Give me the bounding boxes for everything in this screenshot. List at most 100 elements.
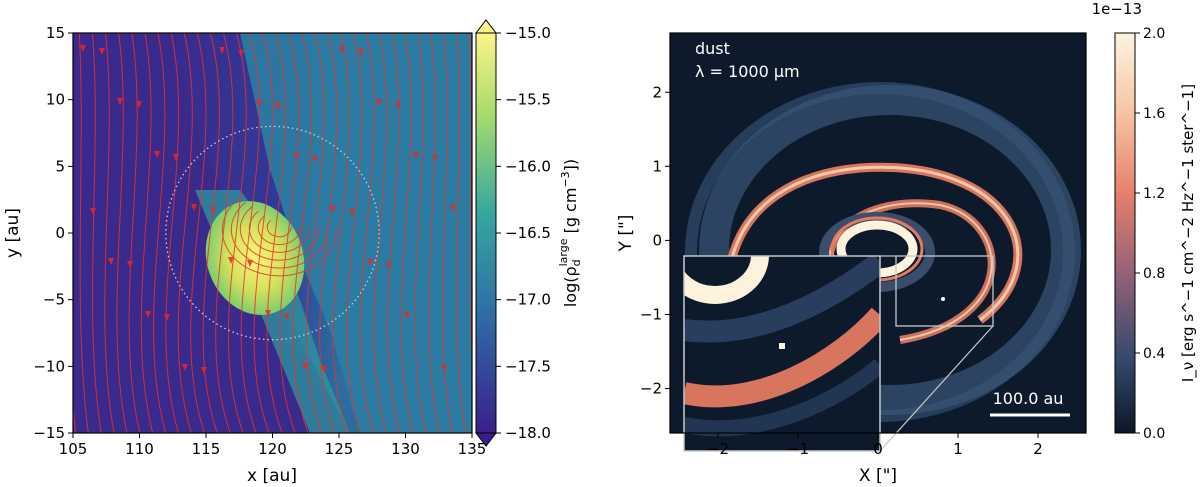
streamline-arrow — [210, 207, 216, 214]
streamline-arrow — [386, 262, 392, 269]
companion-source — [941, 297, 945, 301]
streamline — [292, 33, 312, 433]
left-x-label: x [au] — [247, 466, 297, 486]
streamline — [400, 33, 414, 433]
y-tick-label: −10 — [33, 357, 65, 375]
streamline — [428, 33, 440, 433]
outer-disk — [699, 85, 1081, 415]
streamline-arrow — [90, 208, 96, 215]
streamline-arrow — [404, 312, 410, 319]
inset-frame — [683, 255, 881, 452]
colorbar-tick-label: 1.2 — [1143, 186, 1165, 202]
streamline — [165, 33, 180, 433]
inset-arm-halo-lower — [684, 358, 880, 437]
dotted-circle — [165, 125, 380, 341]
streamline-arrow — [164, 314, 170, 321]
colorbar-tick-label: −15.5 — [505, 91, 551, 109]
left-y-ticks: 15 10 5 0 −5 −10 −15 — [33, 24, 73, 442]
annotation-dust: dust — [695, 39, 730, 58]
inset-arm — [684, 307, 880, 408]
right-y-label: Y ["] — [616, 215, 636, 253]
colorbar-tick-label: −18.0 — [505, 424, 551, 442]
colorbar-tick-label: 0.8 — [1143, 266, 1165, 282]
streamline-arrow — [256, 100, 262, 107]
streamline — [414, 33, 427, 433]
right-x-ticks: −2 −1 0 1 2 — [707, 433, 1043, 458]
streamline-arrow — [228, 257, 234, 264]
streamline-arrow — [117, 98, 123, 105]
streamline-swirl — [230, 201, 328, 269]
streamline-arrow — [154, 151, 160, 158]
streamline — [153, 33, 167, 433]
inset-companion — [779, 343, 785, 349]
streamline-arrow — [293, 153, 299, 160]
streamline — [177, 33, 193, 433]
x-tick-label: −1 — [787, 440, 809, 458]
streamline — [253, 33, 274, 433]
streamline-arrow — [330, 206, 336, 213]
y-tick-label: −2 — [640, 380, 662, 398]
streamline — [332, 33, 350, 433]
x-tick-label: 2 — [1033, 440, 1043, 458]
y-tick-label: −5 — [43, 291, 65, 309]
streamline-arrow — [349, 209, 355, 216]
colorbar-tick-label: 0.4 — [1143, 346, 1165, 362]
streamline-arrow — [173, 154, 179, 161]
colorbar-tick-label: 1.6 — [1143, 106, 1165, 122]
streamline-arrow — [145, 311, 151, 318]
y-tick-label: 0 — [652, 231, 662, 249]
streamline — [91, 33, 102, 433]
streamline — [359, 33, 375, 433]
y-tick-label: 5 — [55, 157, 65, 175]
scalebar-label: 100.0 au — [993, 389, 1064, 408]
colorbar-offset: 1e−13 — [1092, 0, 1142, 18]
streamline-swirl — [266, 219, 292, 238]
streamline-arrow — [219, 47, 225, 54]
streamline-arrow — [413, 152, 419, 159]
streamline-arrow — [182, 364, 188, 371]
x-tick-label: −2 — [707, 440, 729, 458]
streamline-arrow — [358, 49, 364, 56]
streamline — [387, 33, 401, 433]
x-tick-label: 120 — [258, 440, 287, 458]
streamline-arrow — [312, 156, 318, 163]
inset — [683, 255, 881, 452]
streamline-swirl — [221, 197, 337, 277]
x-tick-label: 130 — [391, 440, 420, 458]
streamline — [78, 33, 89, 433]
streamline — [202, 33, 220, 433]
streamline-arrow — [99, 48, 105, 55]
streamline-arrow — [191, 204, 197, 211]
streamline-arrow — [265, 310, 271, 317]
streamline-arrow — [450, 205, 456, 212]
streamline — [468, 33, 472, 369]
left-x-ticks: 105 110 115 120 125 130 135 — [59, 433, 486, 458]
y-tick-label: 10 — [46, 91, 65, 109]
streamline-arrow — [275, 103, 281, 110]
streamline — [266, 33, 287, 433]
streamline — [240, 33, 260, 433]
streamline — [455, 33, 466, 433]
colorbar-tick-label: −17.5 — [505, 357, 551, 375]
x-tick-label: 110 — [125, 440, 154, 458]
streamline — [346, 33, 363, 433]
streamline-arrow — [302, 363, 308, 370]
streamline — [227, 33, 247, 433]
zoom-connector-bottom — [879, 325, 994, 452]
streamline-arrow — [321, 366, 327, 373]
streamline-arrow — [284, 313, 290, 320]
x-tick-label: 105 — [59, 440, 88, 458]
streamline-arrow — [201, 367, 207, 374]
streamline — [305, 33, 325, 433]
y-tick-label: 2 — [652, 83, 662, 101]
colorbar-gradient-right — [1114, 32, 1136, 434]
inset-arm-halo — [684, 256, 880, 343]
streamline-arrow — [432, 155, 438, 162]
left-colorbar-label: log(ρdlarge [g cm−3]) — [557, 159, 583, 307]
streamlines — [73, 33, 472, 433]
x-tick-label: 1 — [953, 440, 963, 458]
right-image: dust λ = 1000 μm 100.0 au −2 −1 0 1 2 210−1−… — [616, 32, 1087, 486]
streamline-arrow — [376, 99, 382, 106]
streamline — [442, 33, 453, 433]
